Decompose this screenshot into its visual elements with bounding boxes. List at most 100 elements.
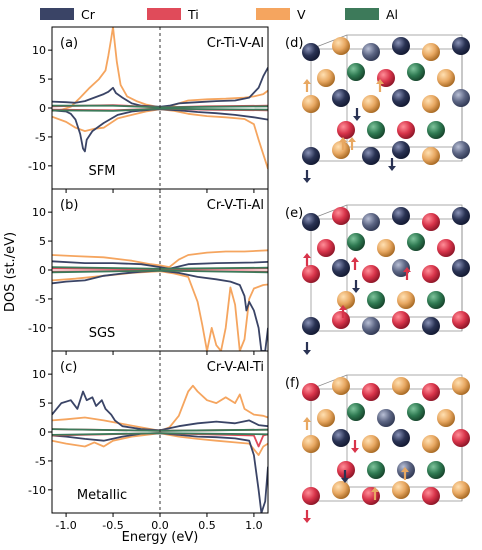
dos-line-Al-down [52, 107, 268, 112]
atom-v [437, 409, 455, 427]
y-tick-label: -10 [28, 160, 46, 173]
atom-v [377, 239, 395, 257]
atom-v [317, 409, 335, 427]
x-tick-label: -1.0 [55, 519, 76, 532]
atom-ti [302, 487, 320, 505]
atom-v [332, 481, 350, 499]
y-axis-label: DOS (st./eV) [3, 232, 18, 312]
legend-swatch-V [256, 8, 290, 20]
spin-arrow-head [339, 305, 347, 310]
y-tick-label: -10 [28, 322, 46, 335]
y-tick-label: -5 [35, 455, 46, 468]
atom-ti [362, 383, 380, 401]
atom-v [317, 69, 335, 87]
spin-arrow-head [351, 257, 359, 262]
x-tick-label: 0.5 [198, 519, 216, 532]
spin-arrow-head [339, 137, 347, 142]
atom-ti [302, 383, 320, 401]
atom-al [367, 121, 385, 139]
structure-panel-letter: (f) [285, 376, 300, 391]
atom-cr [362, 147, 380, 165]
spin-arrow-head [303, 417, 311, 422]
atom-v [392, 377, 410, 395]
atom-cr [452, 37, 470, 55]
dos-line-Al-down [52, 432, 268, 436]
y-tick-label: 0 [39, 102, 46, 115]
atom-ti [362, 487, 380, 505]
atom-al [427, 121, 445, 139]
dos-panel-2: -10 -5 0 5 10 -1.0 -0.5 0.0 0.5 1.0 (c) Cr-V-Al-Ti M… [28, 350, 269, 532]
y-tick-label: 5 [39, 397, 46, 410]
panel-letter: (b) [60, 198, 78, 213]
atom-ti [332, 311, 350, 329]
atom-ti [422, 265, 440, 283]
y-tick-label: 5 [39, 73, 46, 86]
legend-label-Ti: Ti [187, 7, 199, 22]
dos-line-V-up [52, 27, 268, 112]
atom-cr [452, 259, 470, 277]
atom-ti [317, 239, 335, 257]
dos-line-V-up [52, 249, 268, 269]
atom-cr [392, 141, 410, 159]
atom-v [422, 43, 440, 61]
atom-ti [332, 207, 350, 225]
atom-cr [332, 259, 350, 277]
dos-line-Cr-up [52, 390, 268, 432]
y-tick-label: 0 [39, 426, 46, 439]
atom-ti [392, 311, 410, 329]
atom-cr [302, 147, 320, 165]
phase-annotation: SGS [89, 326, 116, 341]
legend-label-V: V [297, 7, 306, 22]
atom-ti [452, 311, 470, 329]
atom-v [452, 481, 470, 499]
atom-s [452, 89, 470, 107]
atom-s [362, 317, 380, 335]
atom-al [347, 233, 365, 251]
dos-line-Cr-down [52, 432, 268, 513]
atom-v [302, 95, 320, 113]
atom-s [392, 259, 410, 277]
legend-swatch-Cr [40, 8, 74, 20]
panel-letter: (c) [60, 360, 77, 375]
atom-v [392, 481, 410, 499]
spin-arrow-head [303, 350, 311, 355]
atom-cr [422, 317, 440, 335]
structure-panel-letter: (d) [285, 36, 303, 51]
structure-panel-0: (d) [285, 34, 470, 183]
atom-ti [362, 265, 380, 283]
atom-cr [392, 37, 410, 55]
atom-s [377, 409, 395, 427]
atom-al [427, 291, 445, 309]
dos-line-V-up [52, 384, 268, 432]
atom-cr [332, 89, 350, 107]
atom-v [397, 291, 415, 309]
y-tick-label: 0 [39, 264, 46, 277]
atom-ti [452, 429, 470, 447]
atom-al [407, 63, 425, 81]
atom-cr [302, 317, 320, 335]
panel-title: Cr-V-Ti-Al [207, 198, 264, 213]
atom-v [422, 95, 440, 113]
x-tick-label: 1.0 [245, 519, 263, 532]
spin-arrow-head [303, 518, 311, 523]
atom-cr [392, 89, 410, 107]
atom-s [362, 43, 380, 61]
y-tick-label: 10 [32, 206, 46, 219]
structure-panel-2: (f) [285, 374, 470, 523]
atom-ti [422, 383, 440, 401]
spin-arrow-head [371, 487, 379, 492]
atom-ti [302, 265, 320, 283]
legend-swatch-Ti [147, 8, 181, 20]
dos-panel-0: -10 -5 0 5 10 (a) Cr-Ti-V-Al SFM [28, 26, 269, 193]
y-tick-label: -5 [35, 293, 46, 306]
atom-v [422, 435, 440, 453]
atom-cr [392, 207, 410, 225]
spin-arrow-head [353, 116, 361, 121]
phase-annotation: Metallic [77, 488, 127, 503]
phase-annotation: SFM [89, 164, 116, 179]
spin-arrow-head [303, 178, 311, 183]
spin-arrow-head [376, 79, 384, 84]
atom-ti [422, 213, 440, 231]
panel-letter: (a) [60, 36, 78, 51]
